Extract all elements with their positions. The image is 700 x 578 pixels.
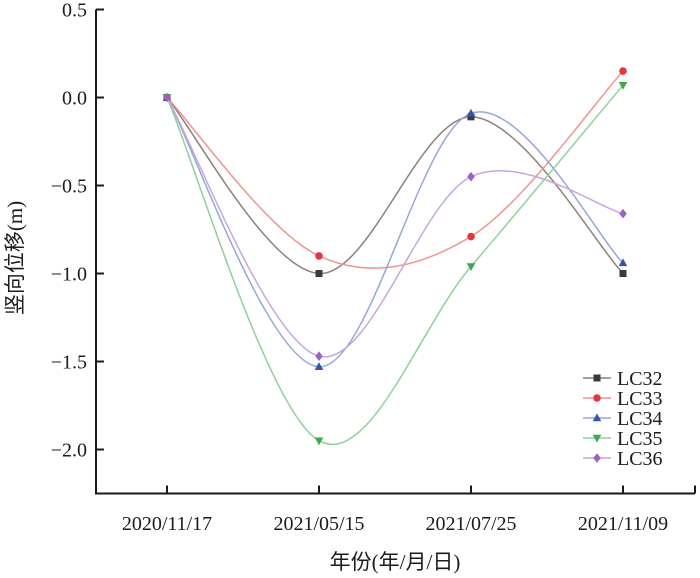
marker-LC34 <box>618 258 628 267</box>
y-tick-label: −0.5 <box>51 176 87 198</box>
legend-label-LC34: LC34 <box>617 408 663 430</box>
legend-item-LC33: LC33 <box>583 388 663 410</box>
x-axis-ticks: 2020/11/17 2021/05/15 2021/07/25 2021/11/09 <box>122 485 696 535</box>
marker-LC36 <box>619 208 627 219</box>
legend-label-LC36: LC36 <box>617 448 663 470</box>
y-tick-label: −1.5 <box>51 352 87 374</box>
x-tick-label: 2021/05/15 <box>273 513 364 535</box>
legend-item-LC36: LC36 <box>583 448 663 470</box>
legend-item-LC34: LC34 <box>583 408 663 430</box>
marker-LC36 <box>315 351 323 362</box>
series-line-LC35 <box>166 84 624 445</box>
plot-series <box>162 67 628 446</box>
marker-LC36 <box>467 171 475 182</box>
series-line-LC34 <box>166 97 624 368</box>
legend-label-LC33: LC33 <box>617 388 663 410</box>
marker-LC34 <box>466 108 476 117</box>
marker-LC35 <box>618 81 628 90</box>
legend-marker-LC35 <box>592 434 602 443</box>
y-axis-title: 竖向位移(m) <box>3 201 27 315</box>
x-tick-label: 2020/11/17 <box>122 513 212 535</box>
axis-frame <box>95 9 695 495</box>
y-axis-ticks: 0.5 0.0 −0.5 −1.0 −1.5 −2.0 <box>51 0 104 462</box>
legend-marker-LC33 <box>593 394 601 402</box>
legend-marker-LC36 <box>593 453 601 463</box>
x-tick-label: 2021/07/25 <box>425 513 516 535</box>
legend-label-LC35: LC35 <box>617 428 663 450</box>
marker-LC35 <box>466 263 476 272</box>
x-axis-title: 年份(年/月/日) <box>330 550 461 574</box>
marker-LC32 <box>467 113 475 121</box>
x-tick-label: 2021/11/09 <box>578 513 668 535</box>
marker-LC32 <box>315 270 323 277</box>
marker-LC33 <box>315 252 323 260</box>
marker-LC33 <box>619 67 627 75</box>
legend-label-LC32: LC32 <box>617 368 663 390</box>
y-tick-label: −2.0 <box>51 440 87 462</box>
legend-marker-LC34 <box>592 413 602 422</box>
legend-marker-LC32 <box>593 374 601 382</box>
y-tick-label: 0.0 <box>62 88 87 110</box>
marker-LC33 <box>467 232 475 241</box>
marker-LC32 <box>619 270 627 277</box>
y-tick-label: −1.0 <box>51 264 87 286</box>
series-line-LC33 <box>166 70 624 269</box>
marker-LC34 <box>314 362 324 370</box>
legend-item-LC35: LC35 <box>583 428 663 450</box>
series-line-LC36 <box>166 97 624 358</box>
marker-LC36 <box>163 92 171 103</box>
marker-LC35 <box>314 437 324 446</box>
legend-item-LC32: LC32 <box>583 368 663 390</box>
y-tick-label: 0.5 <box>62 0 87 22</box>
